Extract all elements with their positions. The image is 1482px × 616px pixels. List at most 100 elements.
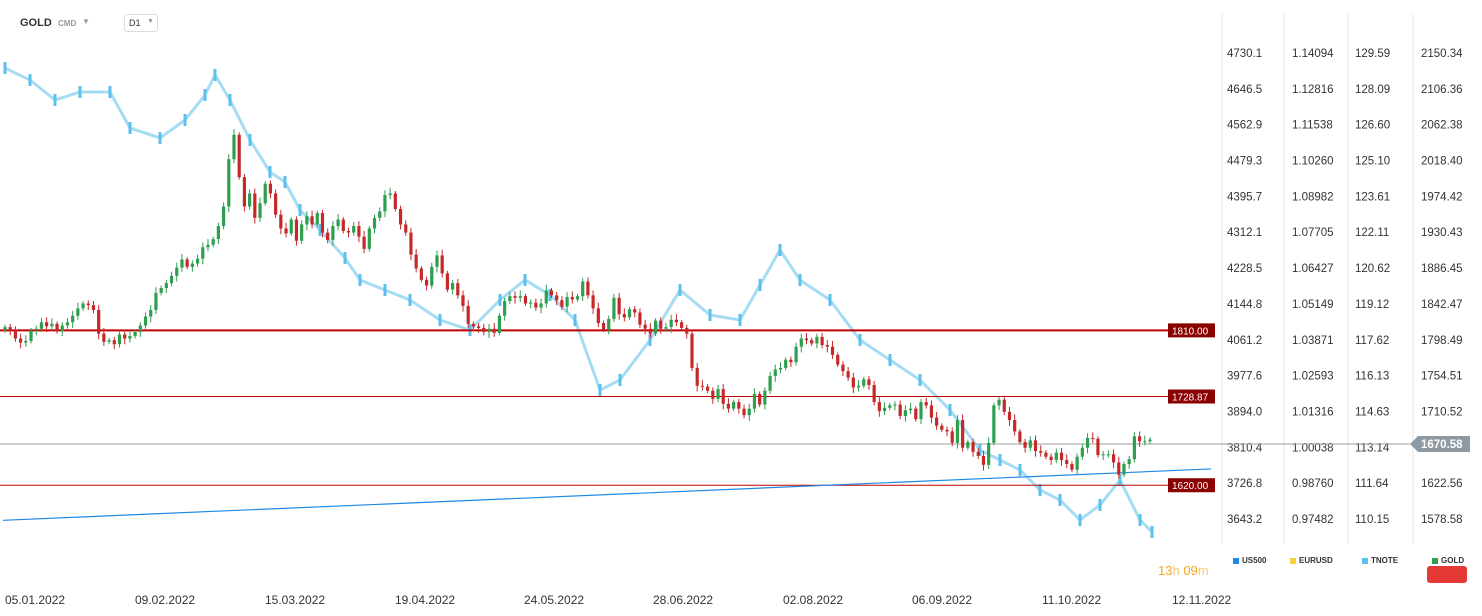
gold-candle: [789, 359, 793, 363]
axis-tick-label: 1.06427: [1292, 263, 1334, 275]
gold-candle: [419, 268, 423, 280]
gold-candle: [716, 389, 720, 399]
gold-candle: [128, 336, 132, 339]
legend-swatch-tnote: [1362, 557, 1368, 564]
gold-candle: [940, 425, 944, 430]
tnote-candle: [3, 62, 7, 74]
gold-candle: [315, 213, 319, 225]
gold-candle: [320, 213, 325, 233]
price-level-tag: [1168, 323, 1215, 338]
tnote-series-line: [4, 66, 1154, 534]
gold-candle: [482, 327, 486, 333]
gold-candle: [39, 322, 44, 329]
gold-candle: [1013, 420, 1017, 432]
legend-us500[interactable]: US500: [1233, 556, 1266, 565]
gold-candle: [591, 295, 595, 309]
axis-tick-label: 3977.6: [1227, 371, 1262, 383]
tnote-candle: [978, 444, 982, 456]
axis-tick-label: 4479.3: [1227, 156, 1262, 168]
axis-tick-label: 3894.0: [1227, 406, 1262, 418]
symbol-dropdown-chevron-icon[interactable]: ▼: [82, 17, 90, 26]
legend-label-tnote: TNOTE: [1371, 556, 1399, 565]
gold-candle: [424, 279, 429, 286]
gold-candle: [799, 338, 803, 347]
gold-candle: [1143, 441, 1147, 443]
axis-tick-label: 2018.40: [1421, 156, 1463, 168]
gold-candle: [372, 217, 377, 229]
gold-candle: [539, 303, 543, 308]
legend-eurusd[interactable]: EURUSD: [1290, 556, 1333, 565]
axis-tick-label: 114.63: [1355, 406, 1389, 418]
gold-candle: [804, 338, 809, 341]
gold-candle: [357, 226, 361, 237]
axis-tick-label: 116.13: [1355, 371, 1389, 383]
timer-hours: 13: [1158, 563, 1173, 578]
gold-candle: [216, 226, 220, 240]
gold-candle: [586, 281, 590, 296]
axis-tick-label: 4312.1: [1227, 227, 1262, 239]
gold-candle: [284, 228, 288, 234]
gold-candle: [737, 402, 741, 409]
gold-candle: [414, 254, 418, 269]
gold-candle: [669, 319, 673, 328]
price-level-tag: [1168, 478, 1215, 493]
tnote-candle: [383, 284, 387, 296]
gold-candle: [466, 305, 470, 324]
gold-candle: [305, 216, 309, 225]
gold-candle: [13, 330, 18, 339]
axis-tick-label: 1.00038: [1292, 442, 1334, 454]
gold-candle: [133, 332, 137, 337]
timeframe-select[interactable]: D1 ▼: [124, 14, 158, 32]
x-axis-label: 15.03.2022: [265, 593, 325, 607]
gold-candle: [1117, 462, 1121, 475]
sell-button[interactable]: [1427, 566, 1467, 583]
axis-tick-label: 4061.2: [1227, 335, 1262, 347]
current-price-tag: [1410, 436, 1470, 453]
price-level-label: 1620.00: [1172, 481, 1209, 492]
price-level-label: 1810.00: [1172, 326, 1209, 337]
axis-tick-label: 1.01316: [1292, 406, 1334, 418]
gold-candle: [1096, 438, 1100, 456]
symbol-name[interactable]: GOLD: [20, 17, 52, 29]
gold-candle: [638, 312, 642, 325]
gold-candle: [97, 310, 101, 334]
gold-candle: [732, 402, 736, 409]
gold-candle: [1033, 440, 1038, 452]
gold-candle: [877, 402, 881, 412]
gold-candle: [263, 183, 267, 204]
axis-tick-label: 4646.5: [1227, 84, 1262, 96]
gold-candle: [706, 386, 710, 391]
legend-gold[interactable]: GOLD: [1432, 556, 1464, 565]
gold-candle: [763, 390, 767, 405]
gold-candle: [1018, 431, 1022, 443]
gold-candle: [1059, 452, 1064, 460]
gold-candle: [149, 310, 153, 317]
gold-candle: [71, 315, 75, 323]
tnote-candle: [828, 294, 832, 306]
axis-tick-label: 1842.47: [1421, 299, 1463, 311]
gold-candle: [65, 322, 70, 326]
gold-candle: [477, 326, 481, 328]
gold-candle: [1065, 459, 1069, 465]
gold-candle: [627, 309, 632, 318]
gold-candle: [1111, 454, 1116, 463]
axis-tick-label: 0.98760: [1292, 478, 1334, 490]
gold-candle: [846, 371, 850, 378]
gold-candle: [596, 308, 600, 324]
gold-candle: [55, 323, 59, 332]
gold-candle: [492, 328, 496, 333]
x-axis-label: 19.04.2022: [395, 593, 455, 607]
gold-candle: [612, 297, 616, 319]
axis-tick-label: 129.59: [1355, 48, 1390, 60]
legend-tnote[interactable]: TNOTE: [1362, 556, 1398, 565]
x-axis-label: 24.05.2022: [524, 593, 584, 607]
gold-candle: [711, 390, 715, 399]
gold-candle: [617, 297, 621, 315]
gold-candle: [1106, 454, 1110, 456]
x-axis-label: 02.08.2022: [783, 593, 843, 607]
gold-candle: [841, 364, 845, 372]
gold-candle: [169, 275, 174, 284]
tnote-candle: [738, 314, 742, 326]
tnote-candle: [53, 94, 57, 106]
